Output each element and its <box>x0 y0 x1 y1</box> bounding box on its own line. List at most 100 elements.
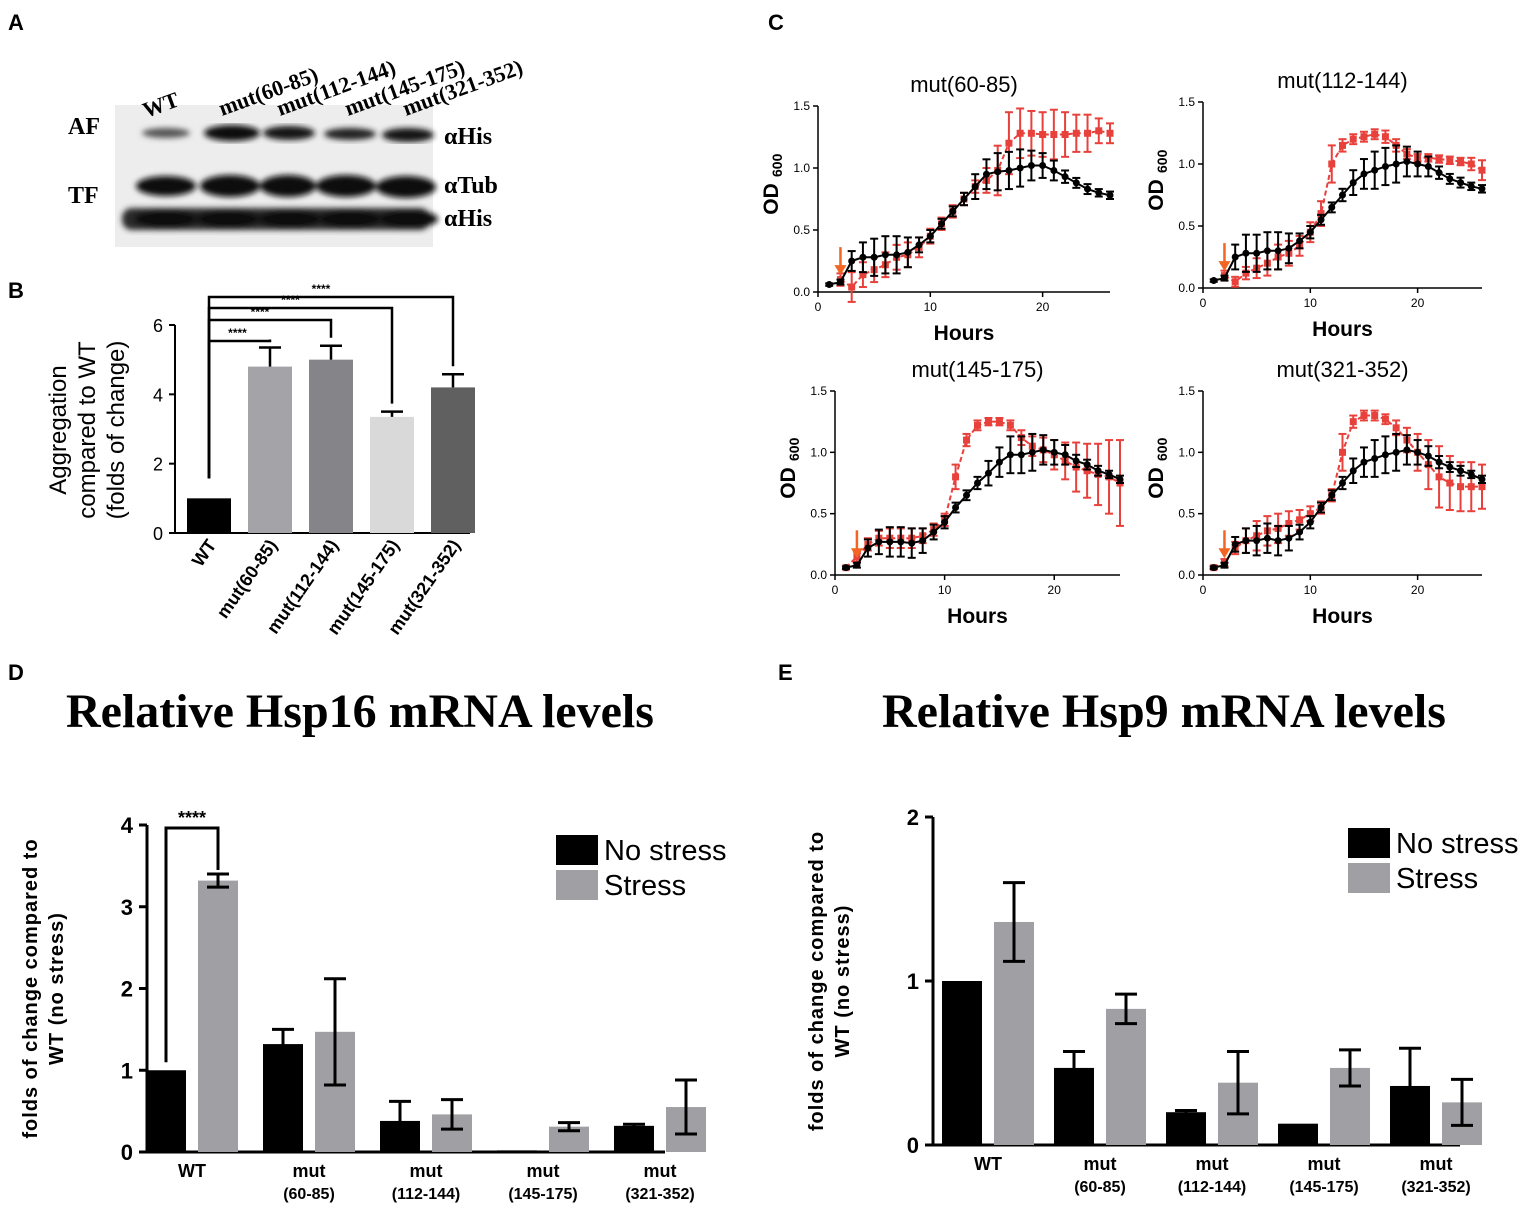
data-point <box>974 479 981 487</box>
data-point <box>1435 458 1443 466</box>
data-point <box>984 418 992 426</box>
data-point <box>1467 470 1475 478</box>
data-point <box>1231 278 1239 286</box>
data-point <box>1478 483 1486 491</box>
arrow-head-icon <box>1218 548 1231 559</box>
data-point <box>1242 269 1250 277</box>
data-point <box>938 220 946 228</box>
y-axis-label-subscript: 600 <box>1154 149 1170 173</box>
bar <box>1166 1112 1206 1145</box>
data-point <box>1349 135 1357 143</box>
y-tick-label: 1 <box>121 1058 133 1083</box>
arrow-head-icon <box>1218 261 1231 272</box>
data-point <box>1424 162 1432 170</box>
data-point <box>1072 457 1080 465</box>
band <box>260 175 316 197</box>
data-point <box>1084 185 1092 193</box>
chart-d-hsp16: 0 1 2 3 4 folds of change compared to WT (no s… <box>20 808 726 1203</box>
data-point <box>1061 451 1069 459</box>
data-point <box>1274 537 1282 545</box>
legend-swatch <box>556 835 598 865</box>
bar <box>614 1125 654 1152</box>
data-point <box>1381 451 1389 459</box>
red-series-line <box>1223 133 1483 284</box>
y-tick-label: 6 <box>153 316 163 336</box>
bar <box>263 1044 303 1152</box>
data-point <box>1392 424 1400 432</box>
y-axis-label-line: WT (no stress) <box>46 912 68 1065</box>
band <box>382 128 434 142</box>
y-tick-label: 0.5 <box>1178 219 1195 233</box>
bar <box>370 416 414 533</box>
x-tick-label: WT <box>974 1154 1002 1174</box>
data-point <box>1016 164 1024 172</box>
significance-bracket <box>164 826 220 1063</box>
data-point <box>984 469 992 477</box>
data-point <box>1339 141 1346 149</box>
data-point <box>1435 155 1443 163</box>
data-point <box>1285 244 1293 252</box>
x-tick-label: (145-175) <box>1289 1179 1358 1196</box>
data-point <box>1446 175 1454 183</box>
y-tick-label: 0.0 <box>1178 568 1195 582</box>
data-point <box>1039 446 1047 454</box>
data-point <box>1017 451 1025 459</box>
y-tick-label: 0.5 <box>1178 507 1195 521</box>
x-tick-label: (112-144) <box>1178 1179 1247 1196</box>
data-point <box>1027 129 1035 137</box>
data-point <box>995 458 1003 466</box>
data-point <box>930 528 938 536</box>
y-axis-label: Aggregation compared to WT (folds of chang… <box>45 341 130 520</box>
x-tick-label: mut <box>1196 1154 1229 1174</box>
legend-label: Stress <box>1396 863 1478 895</box>
x-axis-label: Hours <box>947 605 1008 628</box>
data-point <box>1328 491 1336 499</box>
data-point <box>1116 475 1124 483</box>
data-point <box>982 170 990 178</box>
x-axis-label: Hours <box>1312 318 1373 341</box>
chart-title: mut(145-175) <box>911 357 1043 382</box>
y-tick-label: 0 <box>153 524 163 544</box>
red-series-line <box>839 129 1111 289</box>
data-point <box>1016 129 1024 137</box>
data-point <box>886 538 894 546</box>
data-point <box>971 183 979 191</box>
data-point <box>1296 528 1304 536</box>
y-tick-label: 0.5 <box>810 507 827 521</box>
data-point <box>1349 418 1357 426</box>
row-label-af: AF <box>68 114 100 140</box>
data-point <box>1083 461 1091 469</box>
y-axis-label-line: folds of change compared to <box>20 838 42 1138</box>
data-point <box>1371 412 1379 420</box>
data-point <box>1392 448 1400 456</box>
x-tick-label: 10 <box>938 583 952 597</box>
data-point <box>1328 203 1336 211</box>
data-point <box>1478 475 1486 483</box>
data-point <box>1381 133 1389 141</box>
band-label: αTub <box>444 173 498 199</box>
y-tick-label: 1.5 <box>1178 384 1195 398</box>
x-tick-label: 20 <box>1411 583 1425 597</box>
chart-b-aggregation: 0 2 4 6 Aggregation compared to WT (folds of c… <box>45 282 475 638</box>
data-point <box>836 278 844 286</box>
panel-label-b: B <box>8 278 24 303</box>
x-tick-label: 20 <box>1048 583 1062 597</box>
data-point <box>1424 452 1432 460</box>
x-tick-label: mut <box>410 1161 443 1181</box>
bar <box>497 1150 537 1152</box>
y-axis-label: folds of change compared to WT (no stress… <box>20 838 68 1138</box>
data-point <box>1414 160 1422 168</box>
bar <box>942 981 982 1145</box>
data-point <box>1457 467 1465 475</box>
data-point <box>952 504 960 512</box>
bar <box>309 359 353 533</box>
y-tick-label: 0.0 <box>793 285 810 299</box>
chart-title: mut(321-352) <box>1276 357 1408 382</box>
data-point <box>1381 415 1389 423</box>
x-tick-label: 20 <box>1036 300 1050 314</box>
bar <box>248 366 292 533</box>
y-tick-label: 0.0 <box>810 568 827 582</box>
chart-e-title: Relative Hsp9 mRNA levels <box>882 685 1446 738</box>
data-point <box>1467 483 1475 491</box>
data-point <box>1467 160 1475 168</box>
